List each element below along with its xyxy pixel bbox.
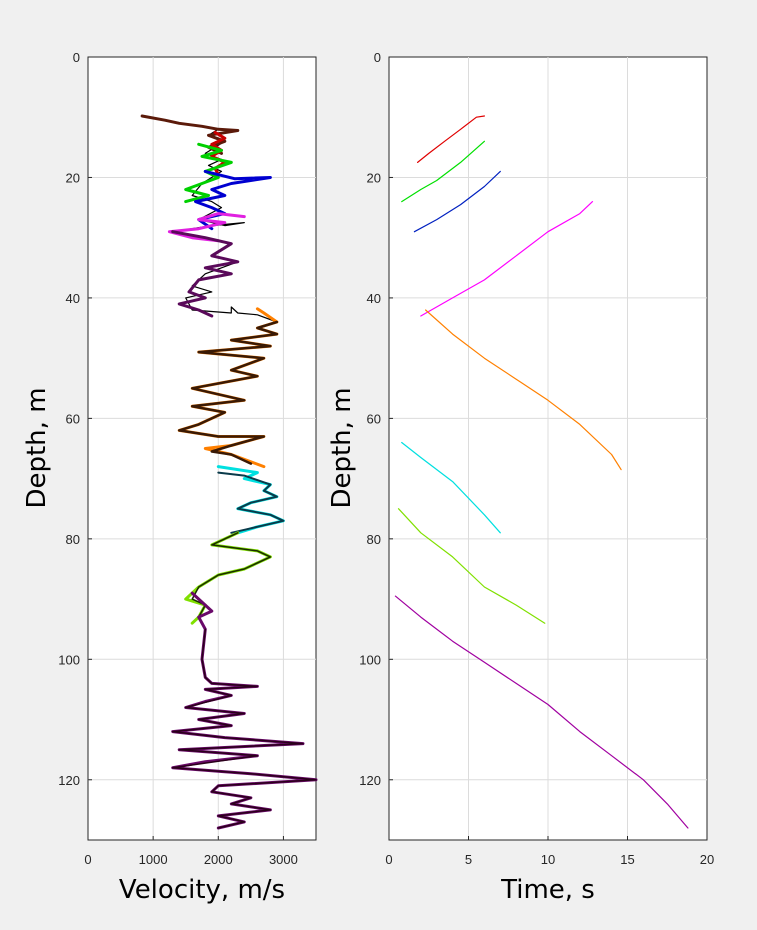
velocity-y-axis-label: Depth, m	[22, 387, 52, 508]
velocity-y-tick-label: 20	[66, 170, 80, 185]
velocity-series-line-8	[177, 320, 279, 465]
velocity-x-axis-label: Velocity, m/s	[119, 875, 285, 905]
velocity-series-line-1	[140, 114, 240, 155]
time-y-tick-label: 120	[359, 773, 381, 788]
time-x-tick-label: 0	[385, 852, 392, 867]
velocity-x-tick-label: 0	[84, 852, 91, 867]
time-x-tick-label: 15	[620, 852, 634, 867]
time-series-line-2	[413, 170, 501, 233]
velocity-series-line-12	[191, 532, 272, 618]
time-series-line-3	[420, 201, 594, 317]
time-series-line-6	[397, 508, 546, 624]
velocity-series-line-10	[217, 471, 285, 534]
time-series-line-1	[401, 140, 485, 203]
time-x-tick-label: 20	[700, 852, 714, 867]
velocity-ticks: 0 1000 2000 3000 0 20 40 60 80 100 120	[58, 50, 298, 867]
velocity-series-line-6	[171, 230, 240, 318]
time-y-tick-label: 80	[367, 532, 381, 547]
velocity-y-tick-label: 120	[58, 773, 80, 788]
velocity-plot-area	[87, 56, 317, 841]
time-y-tick-label: 60	[367, 411, 381, 426]
velocity-x-tick-label: 1000	[139, 852, 168, 867]
velocity-y-tick-label: 40	[66, 291, 80, 306]
time-depth-panel: 0 5 10 15 20 0 20 40 60 80 100 120 Time, s Depth, m	[327, 50, 714, 905]
velocity-x-tick-label: 3000	[269, 852, 298, 867]
time-series-line-4	[425, 309, 622, 471]
time-series-line-0	[417, 115, 485, 163]
velocity-y-tick-label: 80	[66, 532, 80, 547]
velocity-y-tick-label: 100	[58, 652, 80, 667]
velocity-y-tick-label: 60	[66, 411, 80, 426]
time-y-axis-label: Depth, m	[327, 387, 357, 508]
velocity-series-group	[140, 114, 318, 830]
time-series-group	[394, 115, 689, 829]
time-x-tick-label: 5	[465, 852, 472, 867]
time-y-tick-label: 20	[367, 170, 381, 185]
time-ticks: 0 5 10 15 20 0 20 40 60 80 100 120	[359, 50, 714, 867]
velocity-y-tick-label: 0	[73, 50, 80, 65]
time-y-tick-label: 40	[367, 291, 381, 306]
velocity-x-tick-label: 2000	[204, 852, 233, 867]
velocity-series-line-5	[167, 212, 246, 243]
time-grid	[389, 57, 707, 840]
velocity-series-line-14	[171, 628, 317, 829]
time-x-axis-label: Time, s	[500, 875, 595, 905]
time-y-tick-label: 0	[374, 50, 381, 65]
time-y-tick-label: 100	[359, 652, 381, 667]
velocity-depth-panel: 0 1000 2000 3000 0 20 40 60 80 100 120 Velocity, m…	[22, 50, 318, 905]
time-series-line-5	[401, 441, 501, 534]
time-series-line-7	[394, 595, 689, 829]
time-x-tick-label: 10	[541, 852, 555, 867]
